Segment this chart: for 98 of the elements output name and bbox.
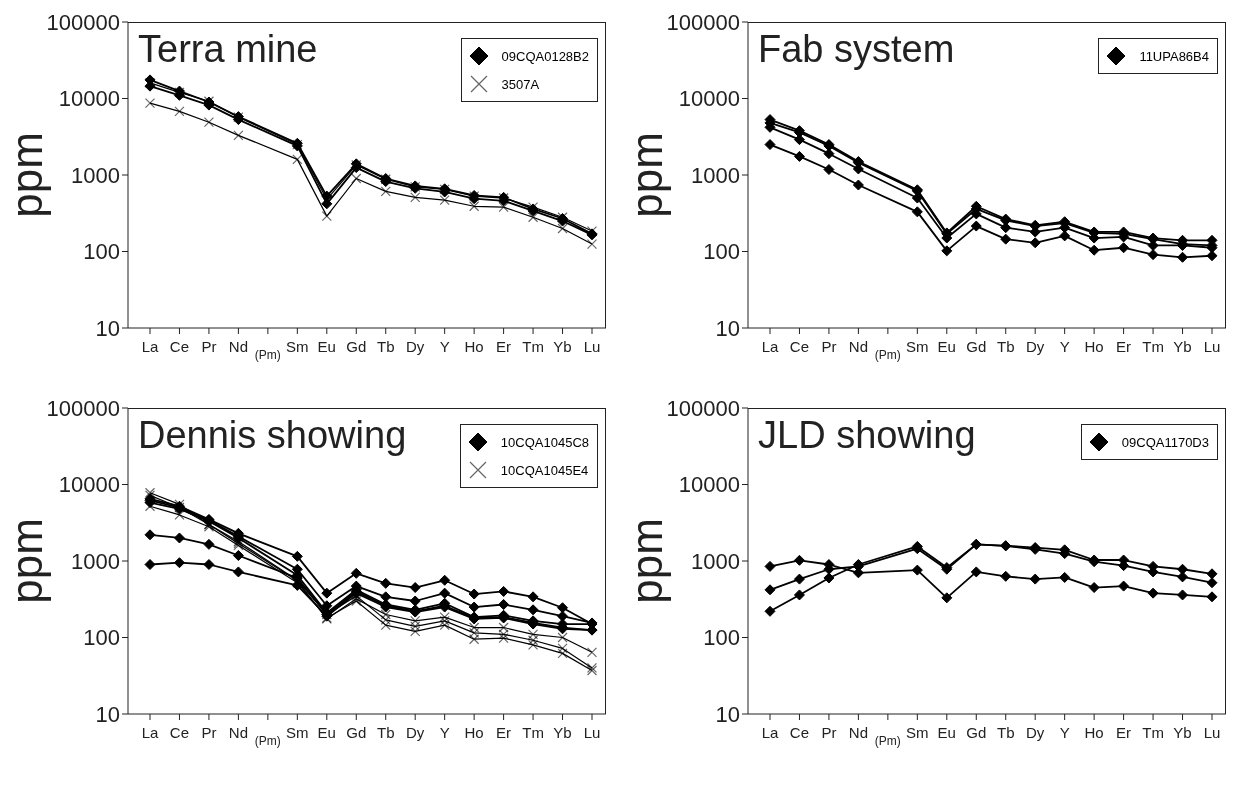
x-tick-label: Y	[439, 338, 450, 355]
x-tick-label: Nd	[848, 724, 868, 741]
y-tick-label: 100	[83, 625, 120, 651]
x-tick-label: Dy	[406, 338, 425, 355]
x-tick-label: Y	[1059, 724, 1070, 741]
x-tick-label: Sm	[286, 338, 309, 355]
x-tick-label: (Pm)	[254, 348, 281, 363]
x-tick-label: Nd	[848, 338, 868, 355]
x-tick-label: Y	[439, 724, 450, 741]
x-tick-label: Eu	[317, 724, 336, 741]
x-tick-label: Dy	[1026, 338, 1045, 355]
x-tick-label: Tm	[522, 338, 544, 355]
y-tick-label: 1000	[691, 162, 740, 188]
x-tick-label: Pr	[821, 724, 837, 741]
y-tick-label: 10000	[678, 86, 740, 112]
x-tick-label: Yb	[1173, 724, 1192, 741]
x-tick-label: Ho	[464, 724, 484, 741]
legend-label: 3507A	[501, 76, 540, 92]
y-tick-label: 1000	[71, 162, 120, 188]
x-tick-label: Ho	[1084, 724, 1104, 741]
y-tick-label: 1000	[71, 548, 120, 574]
legend-label: 09CQA1170D3	[1121, 434, 1209, 450]
x-tick-label: La	[141, 724, 159, 741]
legend-label: 10CQA1045C8	[500, 434, 589, 450]
x-tick-label: Eu	[317, 338, 336, 355]
y-tick-label: 10	[715, 701, 740, 727]
x-tick-label: Ce	[169, 724, 190, 741]
chart-title: Dennis showing	[138, 414, 407, 457]
x-tick-label: Dy	[406, 724, 425, 741]
y-tick-label: 10	[715, 315, 740, 341]
x-tick-label: Gd	[346, 724, 367, 741]
x-tick-label: Yb	[553, 338, 572, 355]
x-tick-label: Ho	[1084, 338, 1104, 355]
x-tick-label: Ce	[789, 338, 810, 355]
x-tick-label: (Pm)	[874, 734, 901, 749]
x-tick-label: Er	[496, 338, 512, 355]
x-tick-label: Lu	[1203, 724, 1221, 741]
x-tick-label: Yb	[553, 724, 572, 741]
x-tick-label: Gd	[966, 724, 987, 741]
x-tick-label: Y	[1059, 338, 1070, 355]
x-tick-label: Nd	[228, 724, 248, 741]
x-tick-label: Sm	[286, 724, 309, 741]
y-tick-label: 10000	[678, 472, 740, 498]
x-tick-label: Lu	[1203, 338, 1221, 355]
x-tick-label: La	[141, 338, 159, 355]
y-tick-label: 100000	[666, 395, 740, 421]
x-tick-label: Ce	[169, 338, 190, 355]
chart-title: JLD showing	[758, 414, 976, 457]
x-tick-label: Lu	[583, 338, 601, 355]
y-axis-title: ppm	[1, 132, 51, 218]
x-tick-label: Sm	[906, 724, 929, 741]
x-tick-label: Pr	[821, 338, 837, 355]
legend-label: 10CQA1045E4	[500, 462, 589, 478]
y-tick-label: 10000	[58, 86, 120, 112]
x-tick-label: Ho	[464, 338, 484, 355]
y-tick-label: 100	[703, 239, 740, 265]
x-tick-label: Gd	[966, 338, 987, 355]
x-tick-label: Yb	[1173, 338, 1192, 355]
y-tick-label: 100	[703, 625, 740, 651]
y-axis-title: ppm	[621, 518, 671, 604]
y-tick-label: 10000	[58, 472, 120, 498]
x-tick-label: Dy	[1026, 724, 1045, 741]
x-tick-label: Tb	[376, 338, 395, 355]
legend-label: 09CQA0128B2	[501, 48, 589, 64]
x-tick-label: Sm	[906, 338, 929, 355]
x-tick-label: Tm	[1142, 724, 1164, 741]
y-tick-label: 10	[95, 315, 120, 341]
x-tick-label: Tb	[376, 724, 395, 741]
y-tick-label: 10	[95, 701, 120, 727]
x-tick-label: Er	[1116, 338, 1132, 355]
y-tick-label: 100000	[46, 395, 120, 421]
x-tick-label: Tb	[996, 724, 1015, 741]
chart-title: Terra mine	[138, 28, 318, 71]
x-tick-label: Er	[1116, 724, 1132, 741]
chart-title: Fab system	[758, 28, 955, 71]
y-tick-label: 100000	[666, 9, 740, 35]
y-axis-title: ppm	[621, 132, 671, 218]
x-tick-label: Eu	[937, 338, 956, 355]
x-tick-label: Tm	[1142, 338, 1164, 355]
legend-label: 11UPA86B4	[1139, 48, 1209, 64]
x-tick-label: La	[761, 338, 779, 355]
y-axis-title: ppm	[1, 518, 51, 604]
y-tick-label: 1000	[691, 548, 740, 574]
x-tick-label: Ce	[789, 724, 810, 741]
x-tick-label: Pr	[201, 724, 217, 741]
x-tick-label: (Pm)	[874, 348, 901, 363]
x-tick-label: Lu	[583, 724, 601, 741]
x-tick-label: Gd	[346, 338, 367, 355]
x-tick-label: Er	[496, 724, 512, 741]
y-tick-label: 100	[83, 239, 120, 265]
x-tick-label: Tb	[996, 338, 1015, 355]
x-tick-label: Eu	[937, 724, 956, 741]
x-tick-label: Pr	[201, 338, 217, 355]
y-tick-label: 100000	[46, 9, 120, 35]
x-tick-label: (Pm)	[254, 734, 281, 749]
x-tick-label: Tm	[522, 724, 544, 741]
x-tick-label: La	[761, 724, 779, 741]
x-tick-label: Nd	[228, 338, 248, 355]
